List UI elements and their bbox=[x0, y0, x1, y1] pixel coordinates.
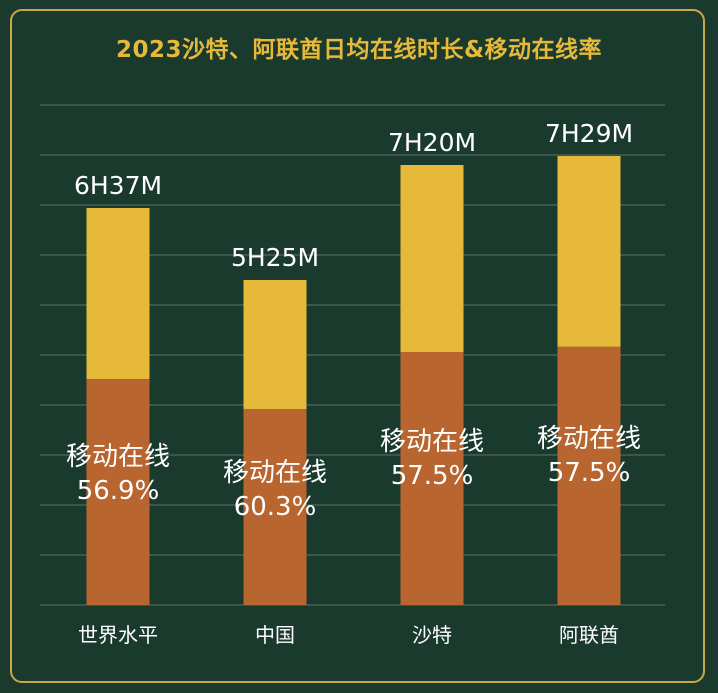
category-label: 沙特 bbox=[412, 623, 452, 647]
segment-label: 移动在线 bbox=[66, 442, 170, 472]
bar-mobile-segment bbox=[557, 346, 621, 605]
segment-label: 移动在线 bbox=[223, 458, 327, 488]
bar-other-segment bbox=[557, 156, 621, 347]
category-label: 中国 bbox=[255, 623, 295, 647]
bar-mobile-segment bbox=[400, 352, 464, 605]
total-label: 7H20M bbox=[388, 128, 476, 157]
total-label: 5H25M bbox=[231, 243, 319, 272]
bar-other-segment bbox=[243, 280, 307, 410]
chart-frame bbox=[10, 9, 705, 683]
bar-other-segment bbox=[86, 208, 150, 380]
share-label: 60.3% bbox=[234, 492, 317, 522]
total-label: 6H37M bbox=[74, 171, 162, 200]
bar-mobile-segment bbox=[86, 379, 150, 605]
bar-other-segment bbox=[400, 165, 464, 352]
share-label: 57.5% bbox=[548, 458, 631, 488]
category-label: 阿联酋 bbox=[559, 623, 619, 647]
total-label: 7H29M bbox=[545, 119, 633, 148]
segment-label: 移动在线 bbox=[380, 427, 484, 457]
segment-label: 移动在线 bbox=[537, 424, 641, 454]
share-label: 57.5% bbox=[391, 461, 474, 491]
category-label: 世界水平 bbox=[78, 623, 158, 647]
bar-mobile-segment bbox=[243, 409, 307, 605]
share-label: 56.9% bbox=[77, 476, 160, 506]
chart-title: 2023沙特、阿联酋日均在线时长&移动在线率 bbox=[115, 37, 603, 63]
